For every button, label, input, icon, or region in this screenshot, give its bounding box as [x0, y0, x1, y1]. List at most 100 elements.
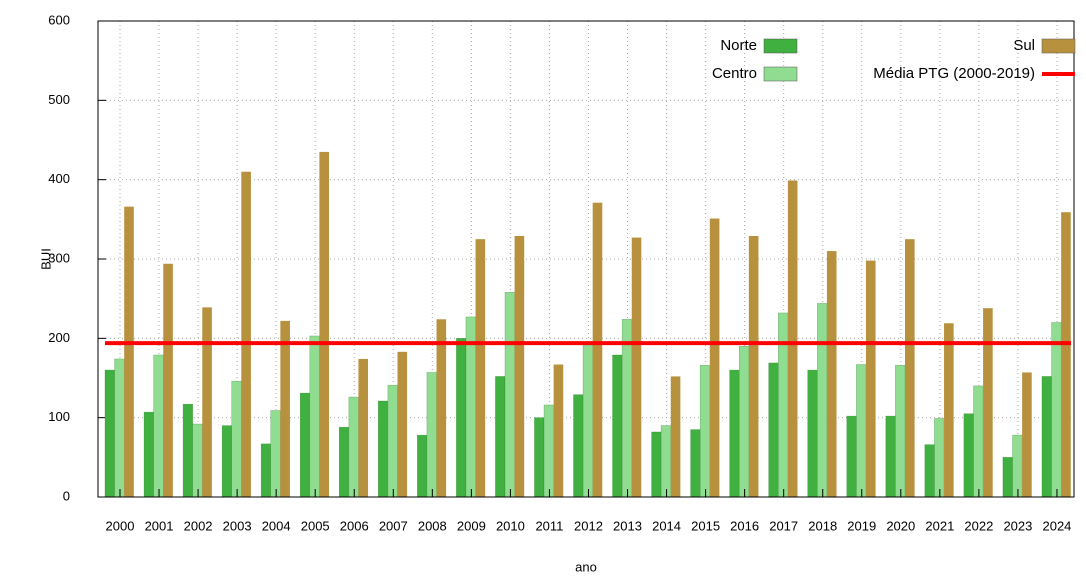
y-tick-label: 400	[48, 171, 70, 186]
legend-swatch	[763, 66, 798, 82]
y-tick-label: 100	[48, 409, 70, 424]
bar	[631, 237, 642, 497]
bar	[768, 362, 779, 498]
x-tick-label: 2015	[691, 518, 720, 533]
bar	[905, 239, 915, 497]
x-tick-label: 2014	[652, 518, 681, 533]
bar	[660, 425, 672, 498]
bar	[163, 263, 173, 497]
bar	[231, 380, 242, 498]
bar	[1061, 212, 1071, 497]
bar	[514, 235, 525, 497]
x-tick-label: 2018	[808, 518, 837, 533]
bar	[378, 400, 389, 498]
x-tick-label: 2002	[184, 518, 213, 533]
bar	[456, 338, 467, 498]
bar	[865, 260, 876, 497]
bar	[895, 365, 906, 498]
x-tick-label: 2000	[106, 518, 135, 533]
x-axis-label: ano	[575, 559, 597, 574]
y-tick-label: 0	[63, 488, 70, 503]
x-tick-label: 2010	[496, 518, 525, 533]
bar	[124, 206, 134, 497]
bar	[573, 394, 584, 498]
bar	[475, 239, 486, 497]
bar	[817, 303, 828, 498]
x-tick-label: 2017	[769, 518, 798, 533]
bar	[1022, 372, 1032, 497]
bar	[543, 404, 554, 498]
x-tick-label: 2019	[847, 518, 876, 533]
bar	[280, 320, 290, 497]
bar	[846, 415, 857, 498]
y-tick-label: 200	[48, 330, 70, 345]
x-tick-label: 2001	[145, 518, 174, 533]
bar	[709, 218, 720, 498]
bar	[973, 385, 984, 498]
x-tick-label: 2022	[964, 518, 993, 533]
x-tick-label: 2020	[886, 518, 915, 533]
x-tick-label: 2011	[535, 518, 563, 533]
bar	[729, 369, 740, 498]
bar	[495, 376, 506, 498]
bar	[592, 202, 603, 497]
bar	[963, 413, 974, 498]
bar	[299, 392, 311, 498]
bar	[748, 235, 759, 497]
x-tick-label: 2003	[223, 518, 252, 533]
x-tick-label: 2008	[418, 518, 447, 533]
x-tick-label: 2007	[379, 518, 408, 533]
y-tick-label: 500	[48, 92, 70, 107]
bar	[397, 351, 408, 497]
x-tick-label: 2012	[574, 518, 603, 533]
bar	[358, 358, 369, 497]
bar	[192, 423, 203, 498]
bar	[143, 411, 154, 498]
bar	[778, 312, 789, 498]
bar	[612, 354, 623, 498]
bar	[787, 180, 798, 497]
bar	[826, 251, 837, 497]
bar	[202, 307, 212, 497]
x-tick-label: 2005	[301, 518, 330, 533]
bar	[417, 434, 428, 498]
bar	[924, 444, 935, 498]
x-tick-label: 2021	[925, 518, 954, 533]
x-tick-label: 2023	[1003, 518, 1032, 533]
bar	[1041, 376, 1052, 498]
bar	[260, 443, 272, 498]
bar	[690, 429, 701, 498]
x-tick-label: 2006	[340, 518, 369, 533]
legend-label: Sul	[1013, 37, 1035, 54]
bar	[319, 151, 329, 497]
bar	[856, 364, 867, 498]
plot-frame	[97, 20, 1075, 498]
bar	[944, 323, 954, 497]
bar	[241, 171, 251, 497]
x-tick-label: 2016	[730, 518, 759, 533]
bar	[309, 335, 320, 498]
y-tick-label: 300	[48, 250, 70, 265]
bar	[1051, 322, 1062, 498]
bar	[114, 358, 125, 498]
bar	[670, 376, 681, 497]
bar	[699, 365, 711, 498]
y-axis-label: BUI	[38, 248, 53, 270]
bar	[153, 354, 164, 498]
bar	[621, 319, 632, 498]
legend-label: Centro	[712, 65, 757, 82]
bar	[221, 425, 232, 498]
bar	[885, 415, 896, 498]
bar	[338, 426, 350, 498]
bar	[182, 403, 193, 498]
bar	[807, 369, 818, 498]
bar	[504, 292, 515, 498]
bar	[651, 431, 662, 498]
bar	[104, 369, 115, 498]
x-tick-label: 2024	[1042, 518, 1071, 533]
bar	[934, 418, 945, 498]
x-tick-label: 2013	[613, 518, 642, 533]
bar	[436, 319, 447, 497]
bar	[1002, 457, 1013, 498]
